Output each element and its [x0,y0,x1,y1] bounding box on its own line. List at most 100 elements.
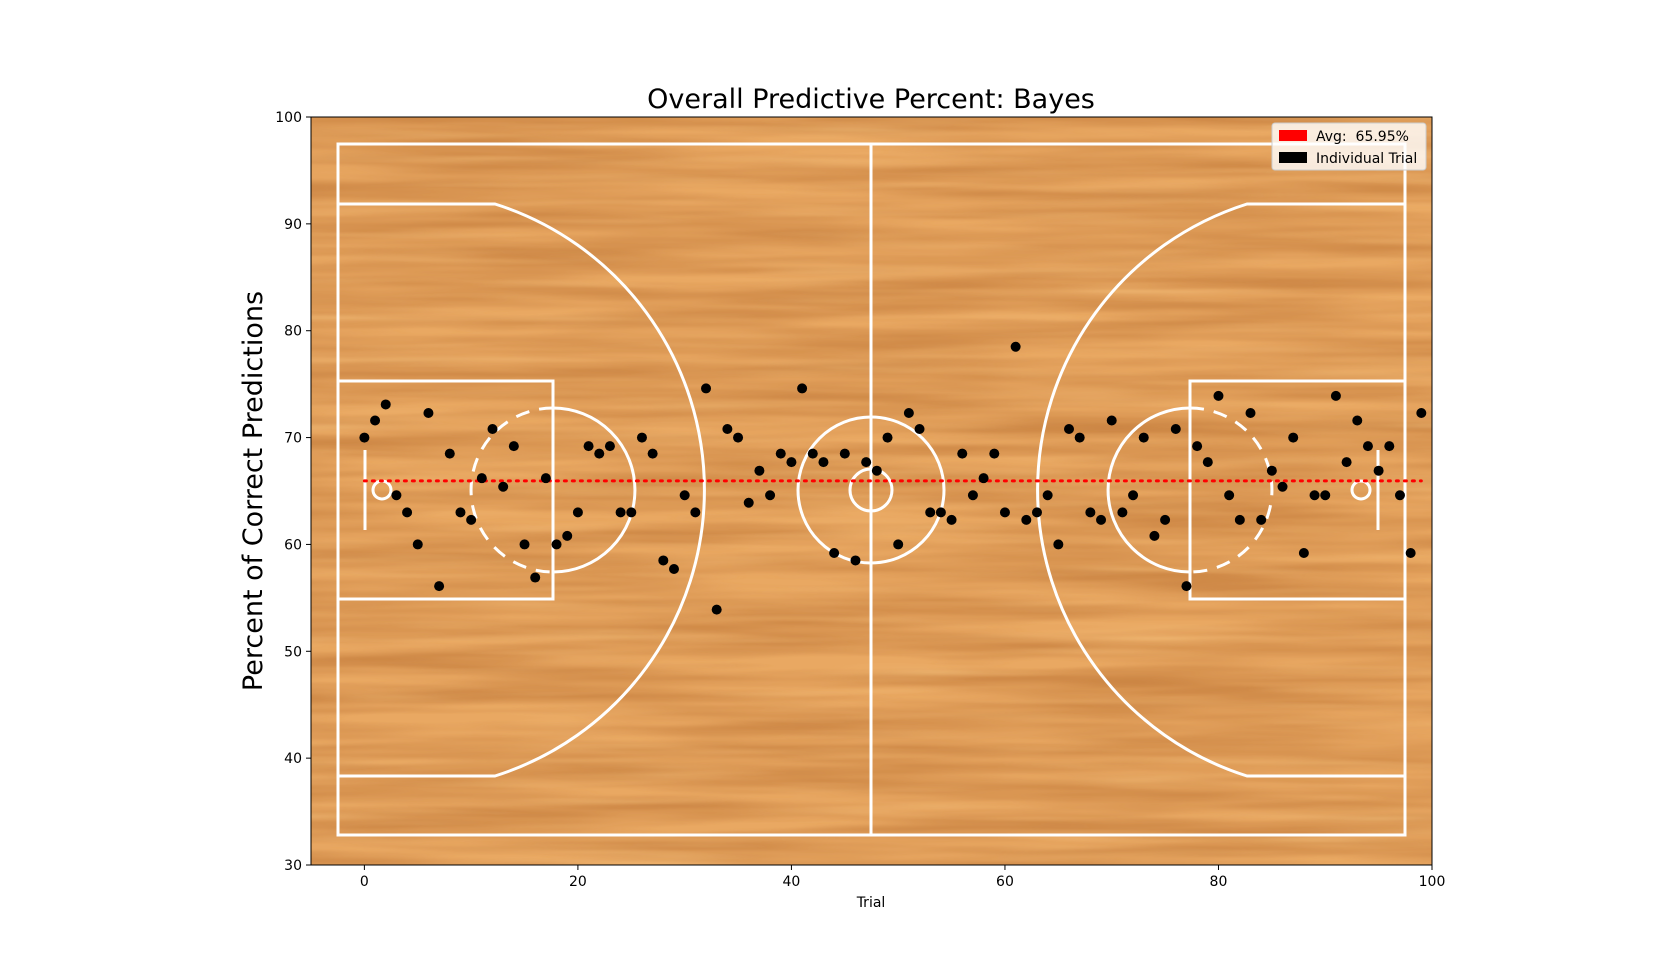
trial-point [765,490,776,501]
x-tick-label: 60 [996,874,1014,890]
trial-point [1202,457,1213,468]
trial-point [1192,441,1203,452]
trial-point [914,424,925,435]
trial-point [615,507,626,518]
trial-point [1053,539,1064,550]
trial-point [1330,390,1341,401]
trial-point [871,465,882,476]
trial-point [775,448,786,459]
legend-label-avg: Avg: 65.95% [1316,129,1409,145]
trial-point [1416,407,1427,418]
free-throw-dash-right [1189,406,1274,574]
x-tick-label: 40 [783,874,801,890]
trial-point [359,432,370,443]
y-tick-label: 70 [284,431,302,447]
x-tick-label: 100 [1419,874,1446,890]
trial-point [711,604,722,615]
x-axis: 0 20 40 60 80 100 [360,865,1445,890]
trial-point [636,432,647,443]
trial-point [829,547,840,558]
plot-area [311,117,1432,865]
x-axis-label: Trial [856,895,886,911]
trial-point [466,514,477,525]
trial-point [1149,530,1160,541]
x-tick-label: 20 [569,874,587,890]
trial-point [807,448,818,459]
trial-point [1117,507,1128,518]
trial-point [1160,514,1171,525]
trial-point [1085,507,1096,518]
y-axis: 30 40 50 60 70 80 90 100 [275,110,311,874]
trial-point [455,507,466,518]
trial-point [434,581,445,592]
trial-point [508,441,519,452]
three-point-line-left [338,202,706,778]
trial-point [1362,441,1373,452]
trial-point [1288,432,1299,443]
trial-point [1096,514,1107,525]
trial-point [402,507,413,518]
trial-point [946,514,957,525]
trial-point [818,457,829,468]
free-throw-dash-left [469,406,554,574]
free-throw-arc-right [1106,406,1191,574]
trial-point [562,530,573,541]
free-throw-arc-left [552,406,637,574]
trial-point [476,473,487,484]
trial-point [925,507,936,518]
trial-point [1031,507,1042,518]
trial-point [999,507,1010,518]
trial-point [1277,481,1288,492]
chart-title: Overall Predictive Percent: Bayes [647,84,1095,115]
trial-point [797,383,808,394]
trial-point [519,539,530,550]
key-left [336,379,555,601]
trial-point [786,457,797,468]
trial-point [957,448,968,459]
trial-point [423,407,434,418]
trial-point [1128,490,1139,501]
plot-frame [310,116,1433,866]
trial-point [1245,407,1256,418]
trial-point [893,539,904,550]
trial-point [1256,514,1267,525]
trial-point [380,399,391,410]
trial-point [861,457,872,468]
trial-point [967,490,978,501]
trial-point [1170,424,1181,435]
key-right [1188,379,1407,601]
trial-point [1234,514,1245,525]
y-tick-label: 50 [284,644,302,660]
trial-point [572,507,583,518]
trial-point [540,473,551,484]
trial-point [690,507,701,518]
trial-points [359,341,1427,615]
trial-point [1213,390,1224,401]
trial-point [1384,441,1395,452]
trial-point [1373,465,1384,476]
trial-point [701,383,712,394]
legend-swatch-trial [1279,152,1307,163]
trial-point [668,564,679,575]
trial-point [1042,490,1053,501]
trial-point [391,490,402,501]
trial-point [647,448,658,459]
trial-point [1074,432,1085,443]
three-point-line-right [1036,202,1405,778]
trial-point [370,415,381,426]
x-tick-label: 0 [360,874,369,890]
trial-point [743,497,754,508]
trial-point [903,407,914,418]
y-axis-label: Percent of Correct Predictions [238,291,269,691]
trial-point [733,432,744,443]
trial-point [1298,547,1309,558]
trial-point [1010,341,1021,352]
trial-point [551,539,562,550]
trial-point [935,507,946,518]
trial-point [882,432,893,443]
y-tick-label: 30 [284,858,302,874]
x-tick-label: 80 [1210,874,1228,890]
trial-point [978,473,989,484]
legend-label-trial: Individual Trial [1316,151,1417,167]
trial-point [1064,424,1075,435]
